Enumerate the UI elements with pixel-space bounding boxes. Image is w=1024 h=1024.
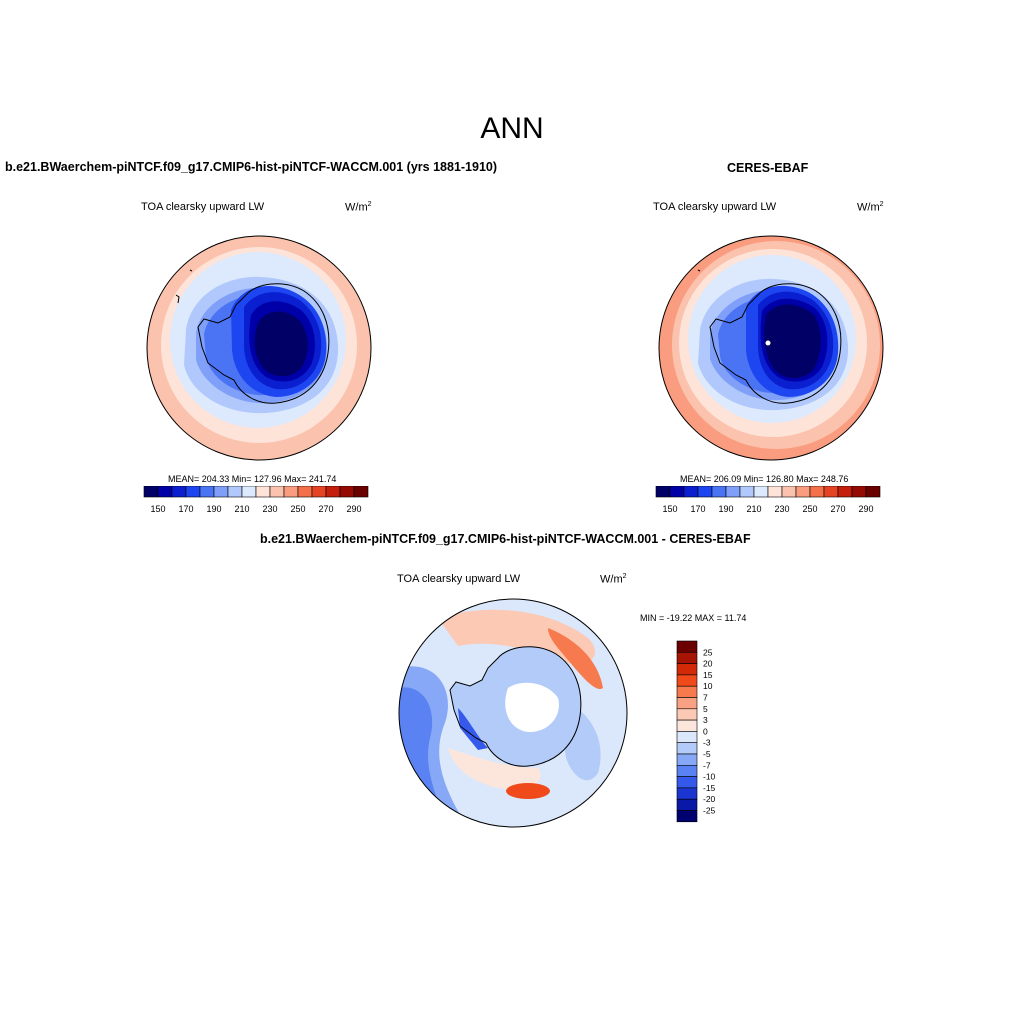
obs-colorbar-tick-label: 190 bbox=[718, 504, 733, 514]
model-units-label: W/m2 bbox=[345, 201, 372, 214]
model-colorbar-swatch bbox=[311, 486, 327, 498]
diff-colorbar-tick-label: 25 bbox=[703, 647, 713, 657]
diff-colorbar-swatch bbox=[676, 798, 698, 811]
model-colorbar-swatch bbox=[283, 486, 299, 498]
diff-colorbar-tick-label: 3 bbox=[703, 715, 708, 725]
model-colorbar-tick-label: 270 bbox=[318, 504, 333, 514]
diff-colorbar-swatch bbox=[676, 640, 698, 653]
model-colorbar-swatch bbox=[143, 486, 159, 498]
diff-colorbar-tick-label: 20 bbox=[703, 659, 713, 669]
model-colorbar-swatch bbox=[297, 486, 313, 498]
obs-colorbar-swatch bbox=[711, 486, 727, 498]
diff-colorbar-tick-label: 15 bbox=[703, 670, 713, 680]
diff-colorbar-tick-label: -25 bbox=[703, 806, 716, 816]
diff-colorbar-swatch bbox=[676, 674, 698, 687]
obs-colorbar-swatch bbox=[809, 486, 825, 498]
model-colorbar-tick-label: 290 bbox=[346, 504, 361, 514]
obs-colorbar-tick-label: 250 bbox=[802, 504, 817, 514]
model-polar-map bbox=[146, 235, 372, 461]
diff-colorbar-swatch bbox=[676, 776, 698, 789]
obs-colorbar-tick-label: 170 bbox=[690, 504, 705, 514]
obs-colorbar-swatch bbox=[795, 486, 811, 498]
model-colorbar-tick-label: 190 bbox=[206, 504, 221, 514]
model-colorbar-tick-label: 150 bbox=[150, 504, 165, 514]
obs-units-label: W/m2 bbox=[857, 201, 884, 214]
diff-colorbar-swatch bbox=[676, 742, 698, 755]
obs-colorbar-swatch bbox=[865, 486, 881, 498]
diff-colorbar-swatch bbox=[676, 685, 698, 698]
obs-colorbar-swatch bbox=[781, 486, 797, 498]
model-colorbar-swatch bbox=[185, 486, 201, 498]
diff-units-label: W/m2 bbox=[600, 573, 627, 586]
diff-colorbar-tick-label: 0 bbox=[703, 726, 708, 736]
diff-colorbar-tick-label: 7 bbox=[703, 693, 708, 703]
diff-colorbar-tick-label: -3 bbox=[703, 738, 711, 748]
obs-panel-title: CERES-EBAF bbox=[727, 161, 809, 175]
model-variable-label: TOA clearsky upward LW bbox=[141, 201, 265, 213]
diff-colorbar-tick-label: -5 bbox=[703, 749, 711, 759]
diff-colorbar-tick-label: -15 bbox=[703, 783, 716, 793]
obs-colorbar-swatch bbox=[669, 486, 685, 498]
model-colorbar-tick-label: 230 bbox=[262, 504, 277, 514]
model-colorbar-swatch bbox=[199, 486, 215, 498]
diff-colorbar-swatch bbox=[676, 787, 698, 800]
model-colorbar: 150 170 190 210 230 250 270 290 bbox=[143, 486, 369, 514]
obs-colorbar-swatch bbox=[753, 486, 769, 498]
model-colorbar-swatch bbox=[339, 486, 355, 498]
model-panel-title: b.e21.BWaerchem-piNTCF.f09_g17.CMIP6-his… bbox=[5, 160, 498, 174]
obs-variable-label: TOA clearsky upward LW bbox=[653, 201, 777, 213]
obs-colorbar-swatch bbox=[851, 486, 867, 498]
diff-colorbar-swatch bbox=[676, 708, 698, 721]
model-colorbar-swatch bbox=[213, 486, 229, 498]
obs-colorbar-swatch bbox=[837, 486, 853, 498]
diff-colorbar-swatch bbox=[676, 731, 698, 744]
diff-colorbar-tick-label: -10 bbox=[703, 772, 716, 782]
obs-colorbar-swatch bbox=[697, 486, 713, 498]
obs-colorbar-tick-label: 290 bbox=[858, 504, 873, 514]
diff-panel-title: b.e21.BWaerchem-piNTCF.f09_g17.CMIP6-his… bbox=[260, 532, 751, 546]
obs-colorbar: 150 170 190 210 230 250 270 290 bbox=[655, 486, 881, 514]
model-colorbar-swatch bbox=[255, 486, 271, 498]
obs-colorbar-swatch bbox=[823, 486, 839, 498]
diff-colorbar-swatch bbox=[676, 719, 698, 732]
obs-colorbar-swatch bbox=[767, 486, 783, 498]
model-colorbar-tick-label: 210 bbox=[234, 504, 249, 514]
model-colorbar-swatch bbox=[353, 486, 369, 498]
diff-colorbar-swatch bbox=[676, 652, 698, 664]
diff-colorbar-tick-label: -7 bbox=[703, 760, 711, 770]
obs-colorbar-tick-label: 230 bbox=[774, 504, 789, 514]
model-colorbar-swatch bbox=[325, 486, 341, 498]
obs-colorbar-tick-label: 270 bbox=[830, 504, 845, 514]
obs-colorbar-swatch bbox=[739, 486, 755, 498]
diff-colorbar-tick-label: 5 bbox=[703, 704, 708, 714]
diff-colorbar-swatch bbox=[676, 765, 698, 777]
diff-variable-label: TOA clearsky upward LW bbox=[397, 573, 521, 585]
diff-polar-map bbox=[398, 598, 628, 828]
diff-colorbar-swatch bbox=[676, 697, 698, 710]
model-colorbar-tick-label: 170 bbox=[178, 504, 193, 514]
model-colorbar-swatch bbox=[227, 486, 243, 498]
obs-colorbar-tick-label: 210 bbox=[746, 504, 761, 514]
model-colorbar-tick-label: 250 bbox=[290, 504, 305, 514]
obs-polar-map bbox=[658, 235, 884, 461]
obs-colorbar-swatch bbox=[683, 486, 699, 498]
diff-colorbar-swatch bbox=[676, 663, 698, 676]
obs-colorbar-tick-label: 150 bbox=[662, 504, 677, 514]
diff-colorbar-swatch bbox=[676, 810, 698, 823]
diff-colorbar-tick-label: -20 bbox=[703, 794, 716, 804]
model-colorbar-swatch bbox=[171, 486, 187, 498]
model-colorbar-swatch bbox=[269, 486, 285, 498]
obs-colorbar-swatch bbox=[655, 486, 671, 498]
figure-title: ANN bbox=[480, 112, 544, 145]
diff-stats: MIN = -19.22 MAX = 11.74 bbox=[640, 613, 747, 623]
diff-colorbar-tick-label: 10 bbox=[703, 681, 713, 691]
obs-colorbar-swatch bbox=[725, 486, 741, 498]
model-colorbar-swatch bbox=[157, 486, 173, 498]
model-colorbar-swatch bbox=[241, 486, 257, 498]
diff-colorbar-swatch bbox=[676, 753, 698, 766]
model-stats: MEAN= 204.33 Min= 127.96 Max= 241.74 bbox=[168, 474, 337, 484]
obs-stats: MEAN= 206.09 Min= 126.80 Max= 248.76 bbox=[680, 474, 849, 484]
